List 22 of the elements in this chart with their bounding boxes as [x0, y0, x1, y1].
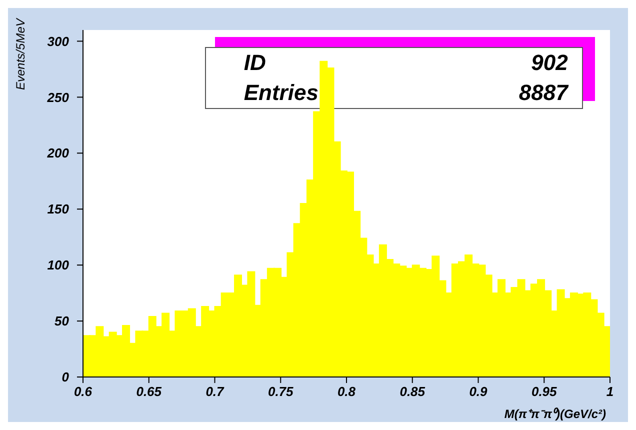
- x-tick-label: 0.7: [206, 384, 225, 400]
- y-tick-label: 300: [47, 34, 70, 49]
- x-tick-label: 0.65: [136, 384, 162, 400]
- x-tick-label: 0.95: [531, 384, 558, 400]
- y-tick-label: 150: [47, 202, 70, 217]
- y-tick-label: 50: [54, 314, 70, 329]
- y-tick-label: 250: [46, 90, 70, 105]
- y-tick-label: 100: [47, 258, 70, 273]
- x-tick-label: 0.9: [469, 384, 488, 400]
- annotation: 902: [530, 50, 569, 76]
- annotation: Entries: [242, 80, 320, 106]
- y-axis-title: Events/5MeV: [14, 18, 28, 90]
- x-tick-label: 0.85: [400, 384, 426, 400]
- x-tick-label: 0.8: [337, 384, 356, 400]
- y-tick-label: 200: [46, 146, 70, 161]
- x-tick-label: 0.75: [268, 384, 294, 400]
- x-tick-label: 0.6: [74, 384, 93, 400]
- y-tick-label: 0: [62, 370, 70, 385]
- annotation: 8887: [518, 80, 570, 106]
- annotation: ID: [242, 50, 267, 76]
- x-axis-title: M(π⁺π⁻π⁰)(GeV/c²): [504, 407, 606, 421]
- x-tick-label: 1: [606, 384, 614, 400]
